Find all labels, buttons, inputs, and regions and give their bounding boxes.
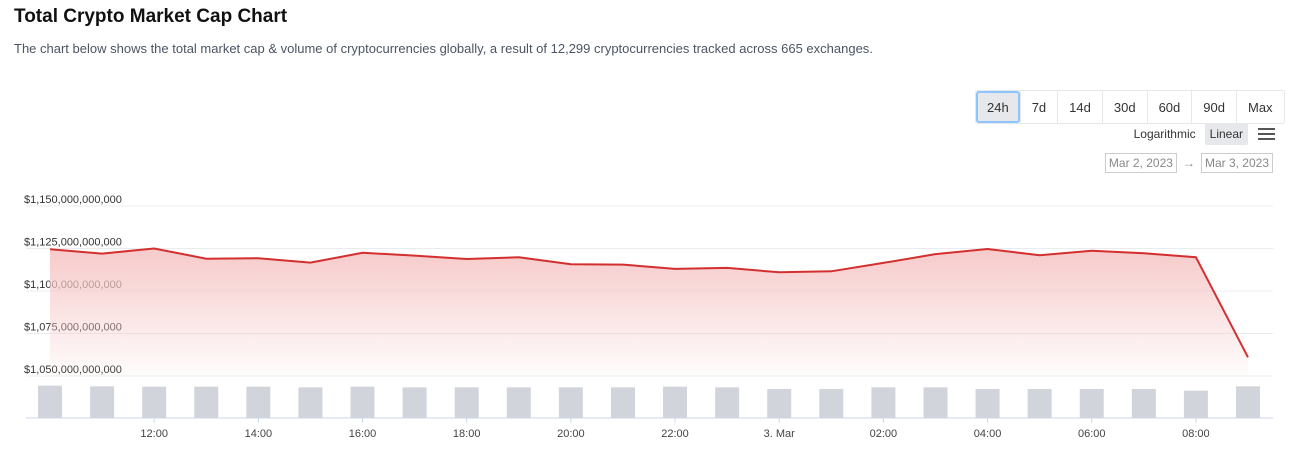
volume-bar [715,387,740,418]
page-title: Total Crypto Market Cap Chart [14,6,288,27]
range-max-button[interactable]: Max [1235,91,1284,123]
linear-scale-button[interactable]: Linear [1204,123,1248,145]
volume-bar [298,387,323,418]
market-cap-line [49,247,1249,358]
date-range: Mar 2, 2023 → Mar 3, 2023 [1104,153,1273,173]
logarithmic-scale-button[interactable]: Logarithmic [1133,127,1196,141]
x-tick-label: 3. Mar [764,428,796,440]
volume-bar [663,386,688,418]
x-tick-label: 06:00 [1078,428,1106,440]
volume-bar [871,387,896,418]
x-tick-label: 22:00 [661,428,689,440]
x-tick-label: 02:00 [870,428,898,440]
page-subtitle: The chart below shows the total market c… [14,41,873,56]
scale-selector: Logarithmic Linear [1129,123,1275,145]
x-tick-label: 08:00 [1182,428,1210,440]
range-90d-button[interactable]: 90d [1191,91,1236,123]
y-tick-label: $1,150,000,000,000 [24,194,122,206]
volume-bar [610,387,635,418]
volume-bar [767,388,792,418]
x-tick-label: 12:00 [140,428,168,440]
range-24h-button[interactable]: 24h [976,91,1020,123]
x-tick-label: 20:00 [557,428,585,440]
range-14d-button[interactable]: 14d [1057,91,1102,123]
volume-bar [1236,386,1260,418]
volume-bar [142,386,167,418]
volume-bar [506,387,531,418]
x-tick-label: 16:00 [349,428,377,440]
volume-bar [1079,388,1104,418]
volume-bar [350,386,375,418]
volume-bar [194,386,219,418]
market-cap-area [50,248,1248,376]
volume-bar [558,387,583,418]
y-tick-label: $1,125,000,000,000 [24,237,122,249]
range-30d-button[interactable]: 30d [1101,91,1147,123]
x-tick-label: 18:00 [453,428,481,440]
range-7d-button[interactable]: 7d [1019,91,1057,123]
volume-bar [975,388,1000,418]
volume-bar [1183,390,1208,418]
volume-bar [402,387,427,418]
volume-bar [38,385,62,418]
volume-bar [90,386,115,418]
volume-bar [246,386,271,418]
range-60d-button[interactable]: 60d [1146,91,1192,123]
range-selector: 24h 7d 14d 30d 60d 90d Max [975,90,1285,124]
date-to-input[interactable]: Mar 3, 2023 [1200,153,1273,173]
date-arrow-icon: → [1182,156,1195,170]
volume-bar [1131,388,1156,418]
hamburger-menu-icon[interactable] [1258,128,1275,140]
volume-bar [1027,388,1052,418]
volume-bar [819,388,844,418]
volume-bar [454,387,479,418]
x-tick-label: 04:00 [974,428,1002,440]
x-tick-label: 14:00 [245,428,273,440]
volume-bar [923,387,948,418]
date-from-input[interactable]: Mar 2, 2023 [1104,153,1177,173]
